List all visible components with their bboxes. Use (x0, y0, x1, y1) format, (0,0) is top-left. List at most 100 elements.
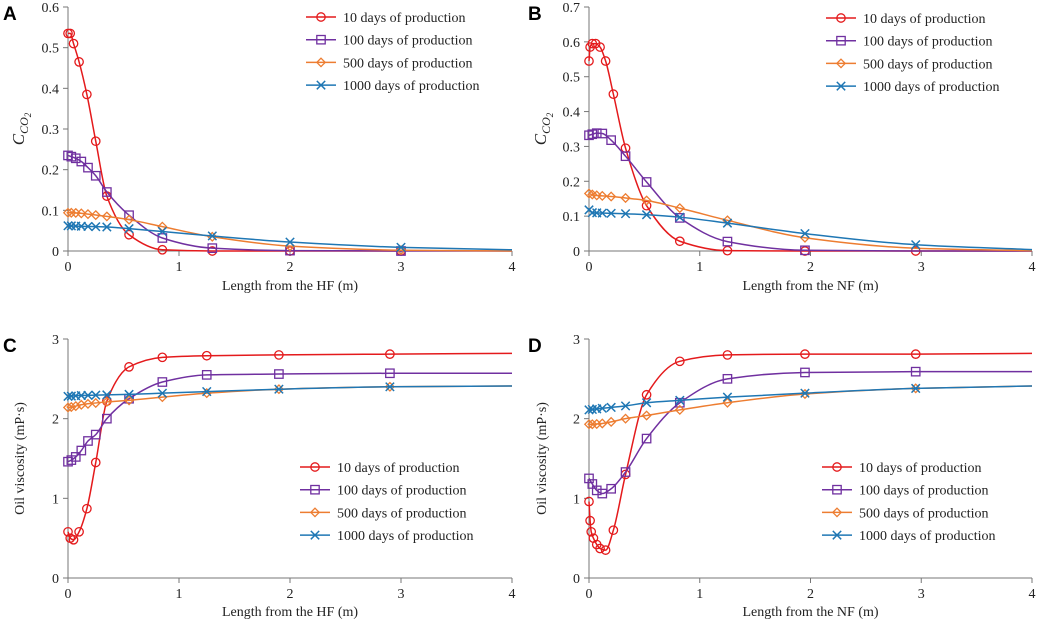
legend-marker (310, 462, 320, 472)
data-point-marker (201, 369, 212, 380)
data-point-marker (395, 245, 407, 256)
x-tick-label: 1 (696, 260, 703, 275)
legend-label: 500 days of production (863, 57, 992, 72)
series-2 (584, 366, 1032, 499)
data-point-marker (584, 405, 594, 415)
data-point-marker (385, 368, 395, 379)
series-4 (63, 382, 513, 402)
data-point-marker (910, 239, 921, 250)
y-tick-label: 0.6 (42, 1, 60, 16)
legend-label: 10 days of production (863, 12, 985, 27)
data-point-marker (597, 190, 608, 202)
data-point-marker (675, 212, 685, 222)
series-line (588, 370, 1032, 495)
data-point-marker (74, 57, 84, 67)
y-tick-label: 0 (573, 245, 580, 260)
legend-label: 500 days of production (343, 56, 472, 71)
data-point-marker (591, 128, 602, 139)
legend-item: 500 days of production (306, 56, 472, 71)
data-point-marker (63, 526, 73, 537)
chart-panel-a: A 0 1 2 3 4 0 0.1 0.2 0.3 0.4 0.5 0.6 Length from the… (3, 1, 516, 294)
data-point-marker (606, 416, 617, 427)
data-point-marker (102, 413, 112, 424)
legend-label: 500 days of production (337, 506, 466, 521)
legend-marker (836, 35, 846, 46)
y-tick-label: 0.1 (563, 210, 581, 225)
y-axis-title: Oil viscosity (mP·s) (13, 402, 28, 515)
data-point-marker (202, 386, 212, 397)
data-point-marker (83, 221, 93, 232)
data-point-marker (82, 503, 92, 514)
data-point-marker (124, 229, 134, 240)
legend-marker (316, 12, 326, 22)
data-point-marker (157, 388, 168, 398)
data-point-marker (63, 221, 73, 231)
legend-item: 10 days of production (306, 11, 465, 26)
legend: 10 days of production 100 days of product… (300, 461, 473, 544)
y-tick-label: 3 (52, 333, 59, 348)
data-point-marker (800, 367, 810, 378)
data-point-marker (101, 396, 112, 408)
y-tick-label: 1 (52, 492, 59, 507)
series-line (588, 132, 1032, 252)
y-tick-label: 2 (573, 413, 580, 428)
data-point-marker (597, 418, 608, 429)
data-point-marker (90, 209, 101, 221)
x-tick-label: 2 (287, 260, 294, 275)
x-axis-title: Length from the HF (m) (222, 279, 358, 294)
series-line (67, 154, 512, 252)
legend-label: 500 days of production (859, 506, 988, 521)
legend-label: 10 days of production (859, 461, 981, 476)
panel-label: A (3, 4, 17, 25)
data-point-marker (90, 136, 101, 147)
data-point-marker (606, 483, 617, 494)
data-point-marker (285, 237, 295, 247)
x-tick-label: 0 (65, 260, 72, 275)
x-tick-label: 4 (1029, 587, 1036, 602)
y-tick-label: 0.2 (42, 164, 60, 179)
data-point-marker (674, 397, 685, 408)
panel-label: C (3, 336, 17, 357)
legend-label: 1000 days of production (343, 79, 479, 94)
data-point-marker (90, 170, 101, 181)
legend-item: 500 days of production (822, 506, 988, 521)
legend-label: 1000 days of production (863, 80, 999, 95)
y-axis-title: CCO2 (9, 112, 33, 145)
data-point-marker (722, 218, 733, 228)
panel-label: D (528, 336, 542, 357)
data-point-marker (91, 221, 101, 232)
x-tick-label: 1 (696, 587, 703, 602)
y-tick-label: 0.5 (42, 42, 60, 57)
y-tick-label: 0 (52, 245, 59, 260)
x-axis-title: Length from the NF (m) (742, 605, 878, 620)
legend-marker (835, 58, 847, 69)
series-2 (63, 368, 512, 467)
x-axis-title: Length from the HF (m) (222, 605, 358, 620)
data-point-marker (800, 349, 810, 359)
data-point-marker (722, 215, 733, 226)
y-tick-label: 2 (52, 413, 59, 428)
series-line (68, 212, 513, 252)
data-point-marker (800, 245, 810, 256)
legend-marker (310, 484, 320, 495)
data-point-marker (674, 404, 685, 416)
legend-marker (836, 13, 846, 23)
x-tick-label: 3 (918, 587, 925, 602)
data-point-marker (595, 543, 605, 554)
legend-item: 500 days of production (826, 57, 992, 72)
data-point-marker (70, 153, 81, 164)
series-4 (63, 221, 513, 253)
data-point-marker (910, 383, 921, 394)
series-line (588, 192, 1033, 252)
data-point-marker (385, 382, 395, 392)
data-point-marker (584, 496, 594, 507)
data-point-marker (641, 177, 652, 187)
data-point-marker (674, 356, 685, 367)
data-point-marker (65, 28, 76, 39)
data-point-marker (82, 89, 92, 100)
data-point-marker (910, 366, 921, 377)
x-tick-label: 2 (807, 260, 814, 275)
legend: 10 days of production 100 days of product… (822, 461, 995, 544)
legend-label: 1000 days of production (337, 529, 473, 544)
